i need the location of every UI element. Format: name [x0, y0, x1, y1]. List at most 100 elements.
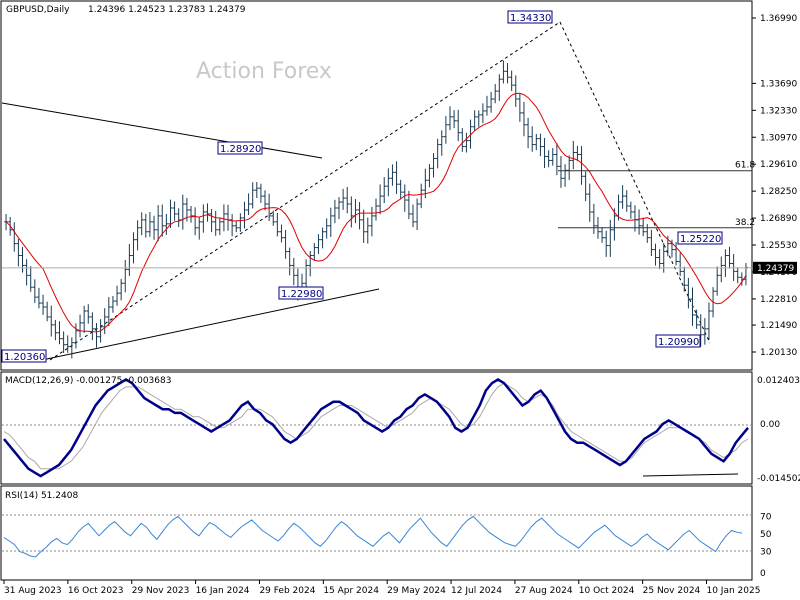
price-bar [123, 260, 128, 293]
price-bar [143, 213, 148, 238]
price-bar [57, 321, 62, 345]
price-bar [24, 259, 29, 286]
price-bar [197, 217, 202, 240]
price-bar [743, 262, 748, 286]
price-bar [505, 63, 510, 84]
price-bar [65, 335, 70, 353]
price-bar [612, 208, 617, 241]
rsi-y-label: 50 [760, 530, 772, 540]
price-bar [53, 319, 58, 341]
x-tick-label: 10 Oct 2024 [579, 586, 635, 596]
price-bar [386, 168, 391, 197]
price-bar [394, 161, 399, 194]
price-bar [193, 207, 198, 236]
price-bar [575, 145, 580, 162]
price-bar [287, 247, 292, 276]
price-bar [600, 227, 605, 243]
price-bar [583, 171, 588, 202]
macd-label: MACD(12,26,9) -0.001275 -0.003683 [5, 376, 171, 386]
price-bar [345, 186, 350, 214]
fib-label: 61.8 [735, 161, 755, 171]
price-bar [16, 239, 21, 267]
price-bar [678, 252, 683, 277]
price-bar [637, 209, 642, 235]
price-bar [209, 208, 214, 233]
price-bar [476, 110, 481, 127]
level-label: 1.20990 [655, 334, 701, 348]
moving-average [5, 92, 747, 333]
y-tick-label: 1.30970 [760, 133, 797, 143]
price-bar [567, 155, 572, 180]
price-bar [690, 287, 695, 326]
resistance-trendline [1, 102, 323, 159]
price-bar [641, 217, 646, 237]
price-bar [526, 117, 531, 149]
price-bar [69, 337, 74, 359]
level-label: 1.34330 [507, 10, 553, 24]
price-bar [649, 229, 654, 256]
macd-y-label: 0.012403 [757, 376, 800, 386]
price-bar [443, 116, 448, 144]
rsi-panel-frame [0, 485, 753, 581]
price-bar [275, 212, 280, 237]
price-bar [49, 305, 54, 337]
price-bar [452, 110, 457, 129]
price-bars [4, 60, 748, 359]
price-bar [563, 164, 568, 187]
price-bar [135, 220, 140, 251]
y-tick-label: 1.25530 [760, 241, 797, 251]
price-bar [468, 119, 473, 149]
price-bar [497, 74, 502, 101]
price-bar [267, 193, 272, 221]
price-bar [115, 285, 120, 306]
price-bar [164, 213, 169, 235]
macd-divergence-line [642, 473, 739, 477]
price-bar [587, 183, 592, 222]
price-bar [337, 197, 342, 220]
price-bar [415, 198, 420, 230]
price-bar [369, 206, 374, 237]
price-bar [28, 266, 33, 292]
price-bar [189, 205, 194, 223]
price-bar [464, 132, 469, 153]
price-bar [156, 205, 161, 242]
y-tick-label: 1.28250 [760, 187, 797, 197]
price-bar [32, 279, 37, 303]
svg-text:1.22980: 1.22980 [281, 289, 322, 300]
price-bar [332, 199, 337, 224]
price-bar [73, 323, 78, 349]
x-tick-label: 29 Feb 2024 [259, 586, 315, 596]
price-bar [550, 147, 555, 166]
price-bar [172, 201, 177, 221]
price-bar [398, 179, 403, 200]
macd-main-line [3, 378, 749, 478]
price-bar [521, 101, 526, 137]
price-bar [530, 126, 535, 152]
price-bar [291, 257, 296, 286]
price-bar [538, 133, 543, 157]
price-bar [258, 183, 263, 203]
price-bar [279, 224, 284, 243]
price-bar [127, 243, 132, 276]
price-bar [513, 75, 518, 107]
price-bar [456, 109, 461, 142]
y-tick-label: 1.33690 [760, 79, 797, 89]
price-bar [250, 182, 255, 209]
price-bar [176, 208, 181, 227]
price-bar [435, 138, 440, 169]
price-bar [82, 305, 87, 333]
price-bar [341, 188, 346, 210]
price-bar [238, 213, 243, 232]
y-tick-label: 1.36990 [760, 14, 797, 24]
price-bar [591, 203, 596, 234]
support-trendline [41, 288, 380, 361]
price-bar [431, 153, 436, 178]
price-bar [628, 201, 633, 219]
price-bar [78, 314, 83, 338]
price-bar [645, 224, 650, 243]
price-bar [534, 133, 539, 151]
price-bar [324, 218, 329, 239]
price-bar [94, 322, 99, 348]
last-price-label: 1.24379 [757, 264, 794, 274]
price-bar [727, 246, 732, 269]
